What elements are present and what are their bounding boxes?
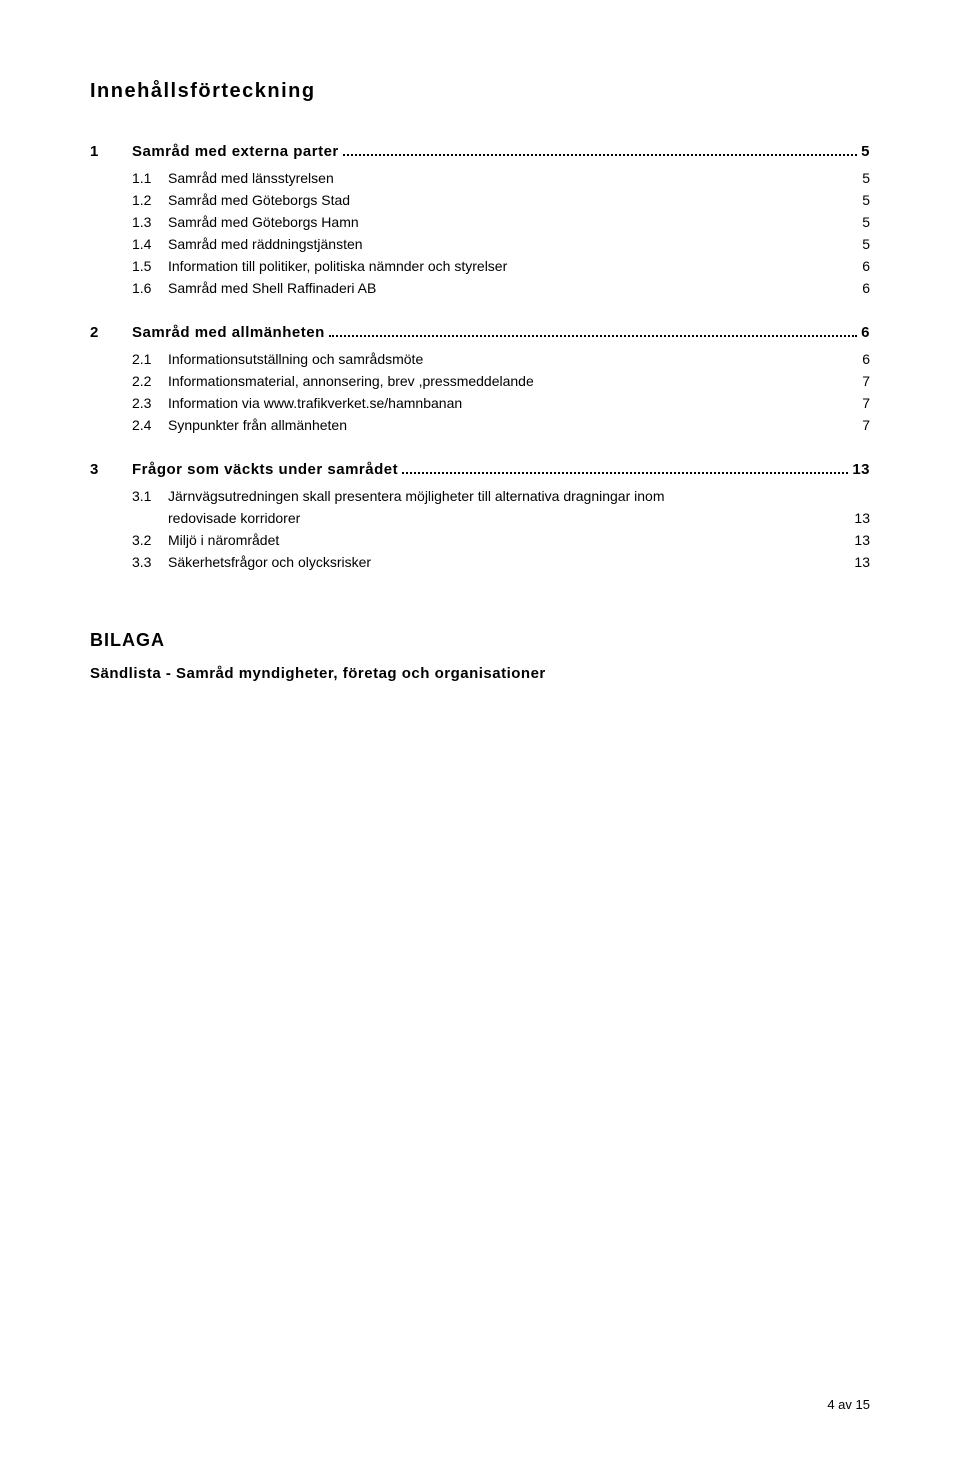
subitem-label: Järnvägsutredningen skall presentera möj…	[168, 488, 846, 504]
toc-subitem: 1.2Samråd med Göteborgs Stad5	[132, 192, 870, 208]
toc-subitem: 3.1Järnvägsutredningen skall presentera …	[132, 488, 870, 504]
toc-subitem-continuation: 3.1redovisade korridorer13	[132, 510, 870, 526]
subitem-label: Samråd med räddningstjänsten	[168, 236, 846, 252]
toc-subitem: 2.3Information via www.trafikverket.se/h…	[132, 395, 870, 411]
section-number: 1	[90, 143, 132, 160]
subitem-number: 1.2	[132, 192, 168, 208]
subitem-label: Information via www.trafikverket.se/hamn…	[168, 395, 846, 411]
section-page: 5	[861, 143, 870, 160]
subitem-page: 13	[846, 510, 870, 526]
subitem-page: 7	[846, 395, 870, 411]
toc-subitem: 1.3Samråd med Göteborgs Hamn5	[132, 214, 870, 230]
section-label: Frågor som väckts under samrådet	[132, 461, 398, 478]
section-label: Samråd med externa parter	[132, 143, 339, 160]
page-footer: 4 av 15	[827, 1397, 870, 1412]
leader-dots	[343, 154, 857, 156]
subitem-number: 3.3	[132, 554, 168, 570]
subitem-label: Samråd med Göteborgs Stad	[168, 192, 846, 208]
subitem-label: Samråd med Göteborgs Hamn	[168, 214, 846, 230]
subitem-page: 7	[846, 373, 870, 389]
toc-subitem: 2.4Synpunkter från allmänheten7	[132, 417, 870, 433]
toc-section: 3Frågor som väckts under samrådet 13	[90, 461, 870, 478]
leader-dots	[402, 472, 848, 474]
subitem-page: 5	[846, 236, 870, 252]
appendix-heading: BILAGA	[90, 630, 870, 651]
subitem-label: Miljö i närområdet	[168, 532, 846, 548]
subitem-number: 3.2	[132, 532, 168, 548]
section-number: 3	[90, 461, 132, 478]
toc-subitem: 3.3Säkerhetsfrågor och olycksrisker13	[132, 554, 870, 570]
toc-subitem: 2.2Informationsmaterial, annonsering, br…	[132, 373, 870, 389]
section-page: 13	[852, 461, 870, 478]
toc-section: 1Samråd med externa parter 5	[90, 143, 870, 160]
page-title: Innehållsförteckning	[90, 80, 870, 103]
subitem-number: 1.6	[132, 280, 168, 296]
subitem-label: Informationsmaterial, annonsering, brev …	[168, 373, 846, 389]
toc-section: 2Samråd med allmänheten 6	[90, 324, 870, 341]
section-page: 6	[861, 324, 870, 341]
subitem-number: 1.1	[132, 170, 168, 186]
subitem-page: 5	[846, 170, 870, 186]
subitem-page: 5	[846, 214, 870, 230]
subitem-page: 13	[846, 532, 870, 548]
toc-subitem: 1.4Samråd med räddningstjänsten5	[132, 236, 870, 252]
subitem-number: 1.4	[132, 236, 168, 252]
toc-subitem: 1.1Samråd med länsstyrelsen5	[132, 170, 870, 186]
subitem-label: Samråd med Shell Raffinaderi AB	[168, 280, 846, 296]
leader-dots	[329, 335, 857, 337]
subitem-page: 7	[846, 417, 870, 433]
subitem-page: 13	[846, 554, 870, 570]
subitem-number: 2.4	[132, 417, 168, 433]
subitem-page: 6	[846, 258, 870, 274]
subitem-number: 2.3	[132, 395, 168, 411]
toc-subitem: 1.5Information till politiker, politiska…	[132, 258, 870, 274]
section-number: 2	[90, 324, 132, 341]
table-of-contents: 1Samråd med externa parter 51.1Samråd me…	[90, 143, 870, 570]
subitem-label: redovisade korridorer	[168, 510, 846, 526]
toc-subitem: 3.2Miljö i närområdet13	[132, 532, 870, 548]
subitem-page: 6	[846, 351, 870, 367]
section-label: Samråd med allmänheten	[132, 324, 325, 341]
subitem-number: 2.2	[132, 373, 168, 389]
subitem-label: Synpunkter från allmänheten	[168, 417, 846, 433]
subitem-number: 1.3	[132, 214, 168, 230]
subitem-label: Information till politiker, politiska nä…	[168, 258, 846, 274]
toc-subitem: 1.6Samråd med Shell Raffinaderi AB6	[132, 280, 870, 296]
subitem-number: 1.5	[132, 258, 168, 274]
subitem-label: Informationsutställning och samrådsmöte	[168, 351, 846, 367]
toc-subitem: 2.1Informationsutställning och samrådsmö…	[132, 351, 870, 367]
subitem-page: 6	[846, 280, 870, 296]
appendix-subheading: Sändlista - Samråd myndigheter, företag …	[90, 665, 870, 682]
subitem-number: 3.1	[132, 488, 168, 504]
subitem-page: 5	[846, 192, 870, 208]
subitem-number: 2.1	[132, 351, 168, 367]
subitem-label: Samråd med länsstyrelsen	[168, 170, 846, 186]
subitem-label: Säkerhetsfrågor och olycksrisker	[168, 554, 846, 570]
